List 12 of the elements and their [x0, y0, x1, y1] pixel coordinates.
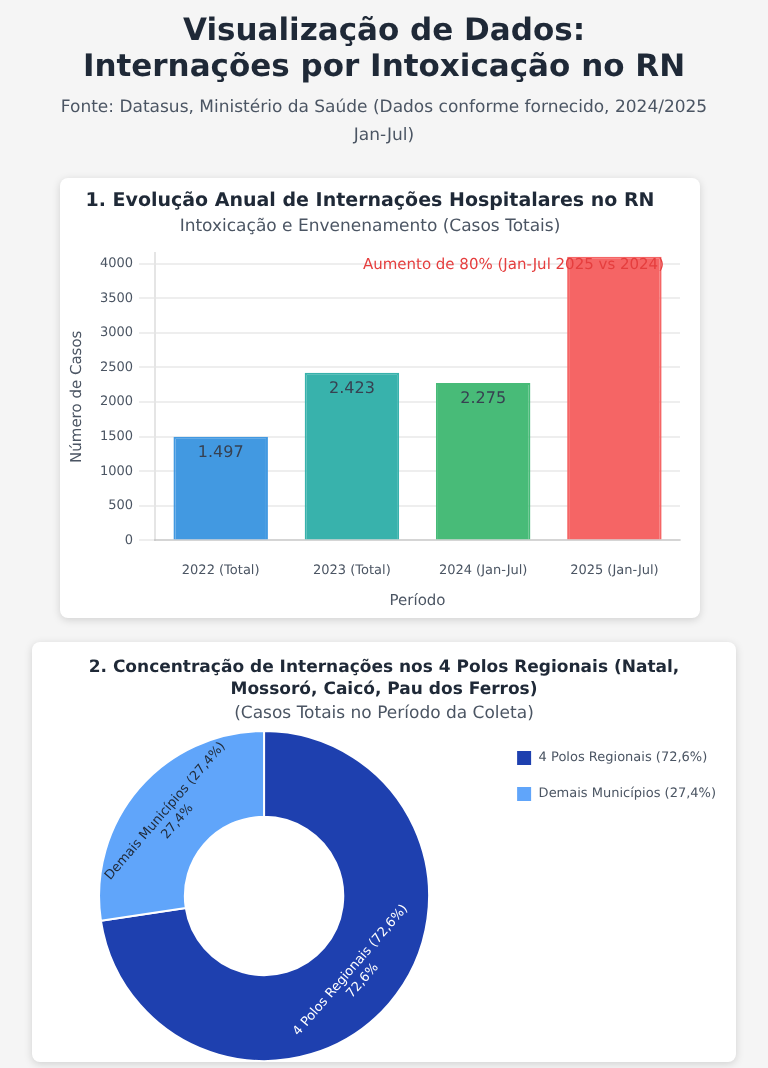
data-label: 2.423: [329, 378, 375, 397]
data-label: 1.497: [197, 442, 244, 461]
text: Visualização de Dados: Internações por Intoxicação no RN: [80, 10, 688, 84]
chart-subtitle: Intoxicação e Envenenamento (Casos Totais): [179, 217, 561, 238]
source-note: Fonte: Datasus, Ministério da Saúde (Dados conforme fornecido, 2024/2025 Jan-Jul): [58, 96, 710, 150]
bar: [173, 436, 268, 540]
bar: [304, 372, 400, 540]
chart-subtitle: (Casos Totais no Período da Coleta): [232, 702, 536, 728]
chart-title: 2. Concentração de Internações nos 4 Polos Regionais (Natal, Mossoró, Caicó, Pau dos Ferros): [86, 656, 682, 702]
chart-title: 1. Evolução Anual de Internações Hospitalares no RN: [85, 190, 655, 213]
data-label: 2.275: [460, 389, 507, 408]
bar: [435, 382, 531, 540]
